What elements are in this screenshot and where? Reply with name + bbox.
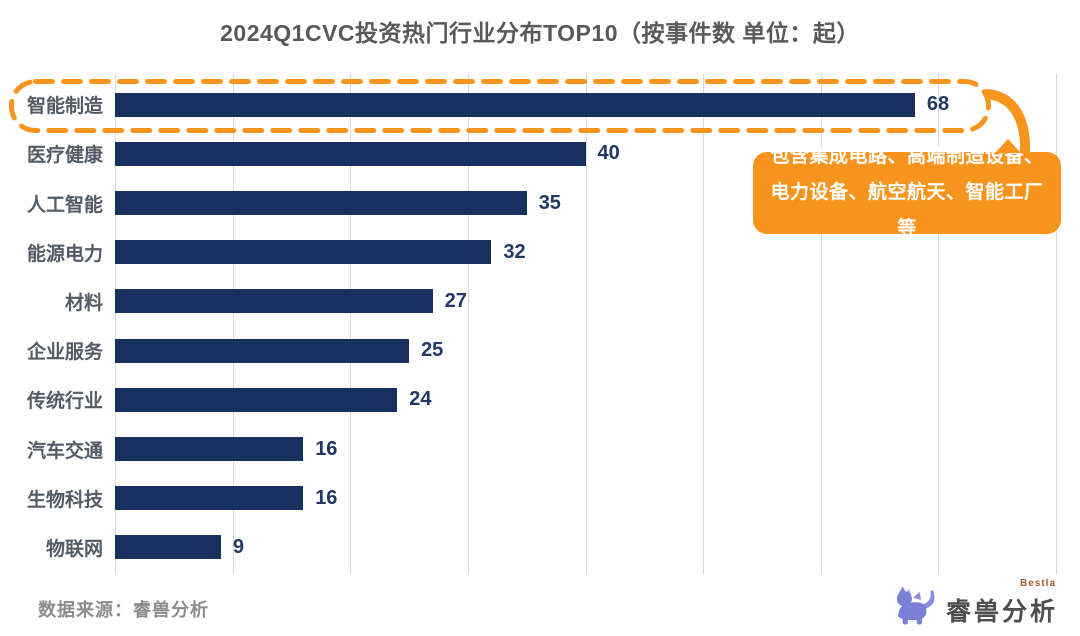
gridline bbox=[820, 74, 822, 574]
bar bbox=[115, 437, 304, 462]
chart-title: 2024Q1CVC投资热门行业分布TOP10（按事件数 单位：起） bbox=[220, 20, 860, 46]
gridline bbox=[232, 74, 234, 574]
bar bbox=[115, 387, 398, 412]
bar-row: 能源电力 32 bbox=[0, 228, 1056, 277]
brand-logo: Bestla 睿兽分析 bbox=[892, 578, 1058, 628]
bar-area: 16 bbox=[115, 424, 1056, 473]
gridline bbox=[467, 74, 469, 574]
bar bbox=[115, 289, 433, 314]
bar bbox=[115, 191, 527, 215]
value-label: 32 bbox=[503, 240, 526, 263]
bar-row: 智能制造 68 bbox=[0, 80, 1056, 129]
data-source-note: 数据来源：睿兽分析 bbox=[38, 600, 209, 620]
bar bbox=[115, 92, 915, 117]
bar-row: 人工智能 35 bbox=[0, 178, 1056, 227]
bar-row: 企业服务 25 bbox=[0, 326, 1056, 375]
brand-sub-name: Bestla bbox=[1019, 578, 1056, 589]
bar bbox=[115, 338, 410, 363]
category-label: 人工智能 bbox=[26, 194, 103, 216]
gridline bbox=[703, 74, 705, 574]
bar-row: 汽车交通 16 bbox=[0, 424, 1056, 473]
bar-row: 医疗健康 40 bbox=[0, 129, 1056, 178]
category-label: 材料 bbox=[64, 292, 103, 314]
category-label: 传统行业 bbox=[26, 391, 103, 413]
category-label: 物联网 bbox=[45, 538, 103, 560]
callout-text: 包含集成电路、高端制造设备、电力设备、航空航天、智能工厂等 bbox=[770, 146, 1044, 239]
bar-area: 40 bbox=[115, 129, 1056, 178]
value-label: 24 bbox=[409, 388, 432, 411]
value-label: 16 bbox=[315, 437, 338, 460]
value-label: 16 bbox=[315, 486, 338, 509]
bar-row: 传统行业 24 bbox=[0, 375, 1056, 424]
value-label: 40 bbox=[597, 142, 620, 165]
value-label: 9 bbox=[232, 535, 244, 558]
value-label: 68 bbox=[926, 93, 950, 116]
gridline bbox=[938, 74, 940, 574]
brand-name: 睿兽分析 bbox=[945, 598, 1058, 626]
category-label: 企业服务 bbox=[26, 342, 103, 364]
logo-text-wrap: Bestla 睿兽分析 bbox=[945, 578, 1058, 628]
gridlines bbox=[115, 74, 1057, 574]
category-label: 生物科技 bbox=[26, 489, 103, 511]
bar-row: 生物科技 16 bbox=[0, 474, 1056, 523]
value-label: 35 bbox=[538, 191, 561, 214]
category-label: 医疗健康 bbox=[26, 145, 103, 167]
bar bbox=[115, 141, 586, 166]
bar bbox=[115, 535, 221, 560]
gridline bbox=[585, 74, 587, 574]
gridline bbox=[115, 74, 116, 574]
bar bbox=[115, 486, 304, 511]
bar bbox=[115, 240, 492, 265]
gridline bbox=[350, 74, 352, 574]
bar-area: 32 bbox=[115, 228, 1056, 277]
beast-icon bbox=[896, 586, 935, 625]
bar-area: 9 bbox=[115, 523, 1056, 572]
category-label: 能源电力 bbox=[26, 243, 103, 265]
category-label: 汽车交通 bbox=[26, 440, 103, 462]
bar-row: 物联网 9 bbox=[0, 523, 1056, 572]
bar-row: 材料 27 bbox=[0, 277, 1056, 326]
value-label: 27 bbox=[444, 289, 467, 312]
bar-area: 35 bbox=[115, 178, 1056, 227]
value-label: 25 bbox=[421, 339, 444, 362]
bar-area: 24 bbox=[115, 375, 1056, 424]
bar-area: 16 bbox=[115, 474, 1056, 523]
gridline bbox=[1056, 74, 1057, 574]
callout-bubble: 包含集成电路、高端制造设备、电力设备、航空航天、智能工厂等 bbox=[753, 139, 1061, 239]
bar-area: 27 bbox=[115, 277, 1056, 326]
category-label: 智能制造 bbox=[26, 96, 103, 118]
bar-area: 68 bbox=[115, 80, 1056, 129]
bar-area: 25 bbox=[115, 326, 1056, 375]
